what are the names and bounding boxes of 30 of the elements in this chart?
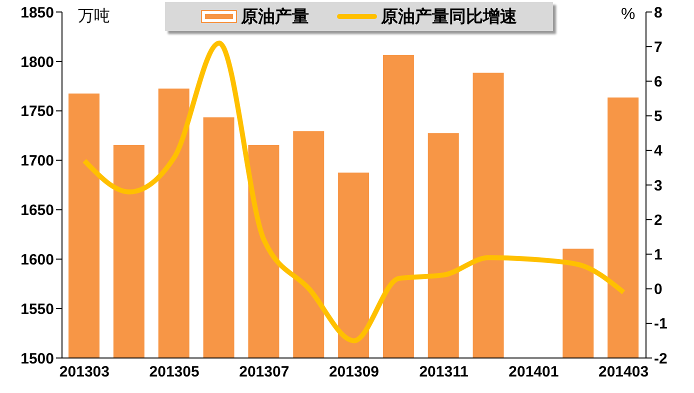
- y2-tick-label: 1: [654, 246, 662, 264]
- y-tick-label: 1600: [20, 251, 54, 268]
- y2-tick-label: 4: [654, 142, 663, 160]
- x-tick-label: 201303: [59, 364, 110, 381]
- x-tick-label: 201309: [328, 364, 380, 381]
- y2-tick-label: 0: [654, 281, 662, 298]
- x-tick-label: 201403: [598, 364, 649, 381]
- y2-tick-label: -2: [654, 350, 668, 368]
- y-tick-label: 1800: [20, 54, 54, 71]
- y2-tick-label: -1: [654, 316, 668, 333]
- y-tick-label: 1850: [20, 4, 54, 22]
- y2-tick-label: 5: [654, 108, 662, 126]
- y2-tick-label: 6: [654, 74, 662, 91]
- x-tick-label: 201401: [508, 364, 559, 381]
- y-tick-label: 1750: [20, 103, 54, 120]
- y2-axis-title: %: [621, 6, 636, 24]
- legend-label: 原油产量: [240, 6, 309, 28]
- x-tick-label: 201305: [149, 364, 200, 381]
- y-tick-label: 1500: [20, 350, 54, 368]
- y2-tick-label: 7: [654, 38, 662, 56]
- y2-tick-label: 8: [654, 4, 662, 22]
- y-axis-title: 万吨: [78, 6, 110, 27]
- y-tick-label: 1550: [20, 300, 54, 318]
- y-tick-label: 1650: [20, 202, 54, 220]
- legend-label: 原油产量同比增速: [380, 6, 517, 28]
- y2-tick-label: 3: [654, 177, 662, 194]
- x-tick-label: 201307: [239, 364, 290, 381]
- y-tick-label: 1700: [20, 152, 54, 170]
- x-tick-label: 201311: [419, 364, 468, 381]
- y2-tick-label: 2: [654, 212, 662, 229]
